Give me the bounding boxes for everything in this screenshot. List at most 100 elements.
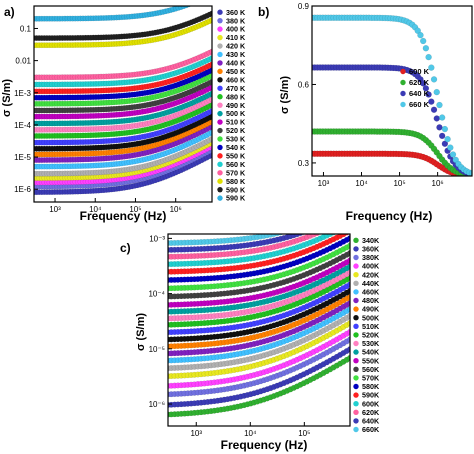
x-tick-label: 10⁴	[355, 179, 368, 188]
panel-b: b) σ (S/m) Frequency (Hz) 10³ 10⁴ 10⁵ 10⁶ 0.…	[258, 2, 473, 223]
legend-marker	[400, 68, 406, 75]
panel-c-series	[168, 328, 350, 389]
legend-item: 400K	[353, 262, 380, 271]
data-point	[183, 6, 189, 9]
legend-marker	[353, 358, 359, 364]
panel-c-series	[168, 336, 350, 398]
data-point	[334, 221, 340, 227]
panel-a-series	[34, 129, 212, 170]
legend-label: 500K	[362, 313, 380, 322]
data-point	[324, 214, 330, 220]
data-point	[347, 293, 350, 300]
panel-b-plot: 10³ 10⁴ 10⁵ 10⁶ 0.3 0.6 0.9	[298, 2, 473, 188]
panel-c-frame	[167, 233, 351, 427]
panel-b-label: b)	[258, 5, 269, 19]
legend-item: 480 K	[217, 92, 246, 101]
data-point	[288, 227, 294, 233]
data-point	[344, 223, 350, 229]
data-point	[334, 209, 340, 215]
y-tick-label: 0.9	[298, 2, 310, 11]
legend-marker	[353, 306, 359, 312]
panel-a-label: a)	[4, 5, 15, 19]
legend-item: 490K	[353, 305, 380, 314]
panel-a-xlabel: Frequency (Hz)	[80, 209, 167, 223]
panel-b-frame	[311, 5, 473, 177]
data-point	[209, 90, 212, 97]
legend-label: 570 K	[226, 168, 246, 177]
y-tick-label: 0.1	[20, 24, 32, 33]
data-point	[314, 224, 320, 230]
data-point	[314, 234, 320, 237]
data-point	[347, 281, 350, 288]
panel-c-series	[168, 209, 340, 246]
legend-item: 570K	[353, 374, 380, 383]
panel-a-series	[34, 136, 212, 177]
data-point	[422, 45, 430, 52]
legend-marker	[217, 119, 223, 125]
data-point	[324, 220, 330, 226]
panel-c-series	[168, 257, 350, 308]
data-point	[347, 242, 350, 249]
legend-label: 440K	[362, 279, 380, 288]
data-point	[317, 223, 323, 229]
panel-a-series	[34, 84, 212, 120]
data-point	[433, 88, 440, 96]
data-point	[311, 219, 317, 225]
x-tick-label: 10⁵	[129, 205, 141, 214]
data-point	[321, 221, 327, 227]
legend-item: 460K	[353, 288, 380, 297]
legend-item: 380K	[353, 253, 380, 262]
panel-c-series	[168, 269, 350, 322]
data-point	[209, 136, 212, 142]
legend-marker	[353, 383, 359, 390]
data-point	[347, 306, 350, 313]
data-point	[327, 225, 333, 231]
y-tick-label: 1E-3	[14, 89, 31, 98]
data-point	[428, 64, 435, 71]
data-point	[209, 113, 212, 120]
legend-item: 550 K	[217, 151, 246, 160]
x-tick-label: 10⁶	[170, 205, 182, 214]
legend-item: 490 K	[217, 101, 246, 110]
panel-a-series	[34, 48, 212, 81]
legend-label: 590K	[362, 391, 380, 400]
legend-label: 460 K	[226, 75, 246, 84]
legend-marker	[353, 323, 359, 329]
legend-marker	[217, 94, 223, 100]
panel-c-series	[168, 223, 350, 268]
panel-c-series	[168, 234, 350, 275]
panel-c-series	[168, 306, 350, 364]
data-point	[327, 234, 334, 237]
data-point	[209, 61, 212, 68]
legend-label: 580 K	[226, 177, 246, 186]
legend-item: 600K	[353, 399, 380, 408]
panel-c-series	[168, 281, 350, 336]
legend-marker	[353, 401, 359, 407]
data-point	[347, 257, 350, 264]
legend-marker	[217, 9, 223, 15]
legend-label: 530K	[362, 339, 380, 348]
panel-a-series	[34, 113, 212, 152]
legend-label: 420 K	[226, 42, 246, 51]
legend-label: 620K	[362, 408, 380, 417]
legend-marker	[353, 366, 359, 372]
legend-item: 440K	[353, 279, 380, 288]
data-point	[209, 129, 212, 136]
data-point	[209, 101, 212, 108]
data-point	[441, 125, 449, 133]
legend-item: 470 K	[217, 84, 246, 93]
panel-a-data	[34, 0, 212, 196]
legend-label: 360K	[362, 245, 380, 254]
data-point	[298, 224, 304, 230]
panel-c-series	[168, 346, 350, 408]
legend-item: 480K	[353, 296, 380, 305]
legend-label: 600 K	[409, 67, 430, 76]
data-point	[202, 0, 207, 1]
legend-item: 420K	[353, 270, 380, 279]
data-point	[304, 222, 310, 228]
legend-label: 510K	[362, 322, 380, 331]
legend-marker	[217, 153, 223, 159]
data-point	[209, 48, 212, 55]
data-point	[307, 227, 313, 233]
